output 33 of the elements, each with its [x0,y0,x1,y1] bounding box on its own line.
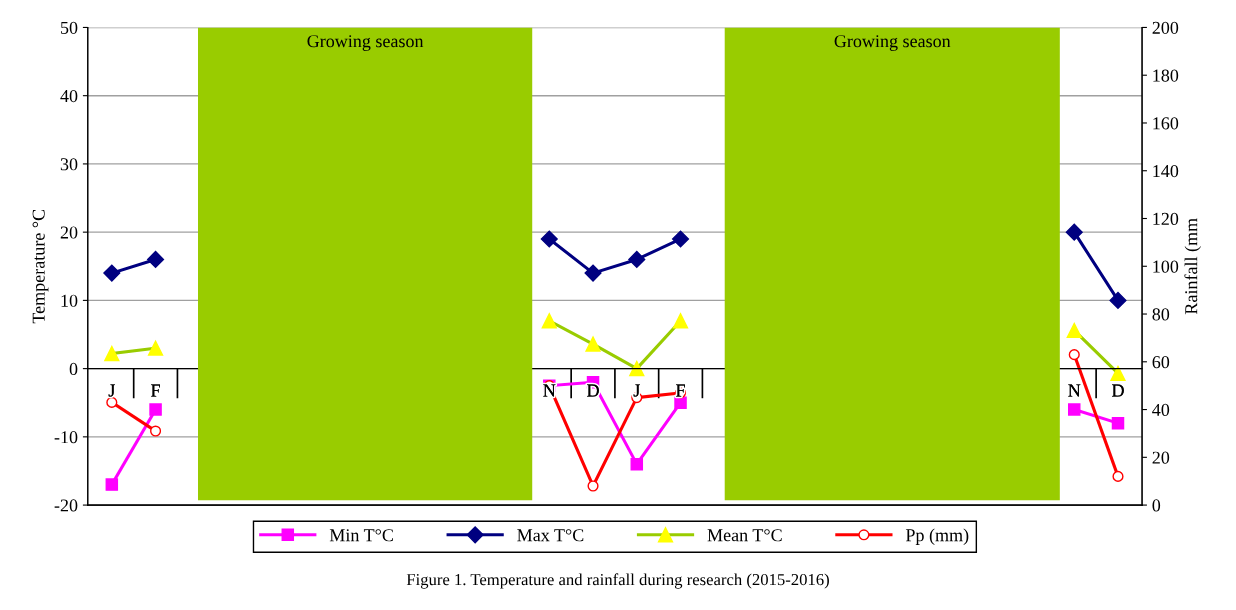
y-tick-label: 30 [60,158,78,171]
y2-tick-label: 20 [1152,451,1170,464]
x-tick-label: N [543,384,556,397]
x-tick-label: D [1112,384,1124,397]
annotation: Growing season [834,35,951,51]
y-tick-label: 20 [60,226,78,239]
y2-tick-label: 60 [1152,356,1170,369]
x-tick-label: J [108,384,115,397]
legend-label: Min T°C [329,529,393,542]
y2-axis-title: Rainfall (mm [1184,218,1201,315]
y-tick-label: 10 [61,294,78,307]
y2-tick-label: 40 [1152,403,1170,416]
y2-tick-label: 140 [1153,165,1179,178]
y-tick-label: -10 [54,431,78,444]
y2-tick-label: 0 [1152,499,1161,512]
x-tick-label: F [151,384,160,397]
legend-label: Pp (mm) [905,528,969,545]
y-tick-label: 0 [69,362,78,376]
y-axis-title: Temperature °C [32,209,49,324]
legend-label: Max T°C [517,529,584,542]
caption: Figure 1. Temperature and rainfall during research (2015-2016) [406,573,829,589]
legend-label: Mean T°C [707,529,782,542]
y-tick-label: 40 [60,89,78,103]
y2-tick-label: 80 [1152,308,1170,321]
y-tick-label: -20 [54,499,78,512]
y2-tick-label: 160 [1153,117,1179,130]
x-tick-label: N [1068,384,1081,397]
annotation: Growing season [307,35,424,51]
y-tick-label: 50 [61,21,78,34]
y2-tick-label: 120 [1153,212,1179,225]
y2-tick-label: 200 [1152,21,1179,34]
y2-tick-label: 100 [1153,260,1179,273]
y2-tick-label: 180 [1153,69,1179,82]
